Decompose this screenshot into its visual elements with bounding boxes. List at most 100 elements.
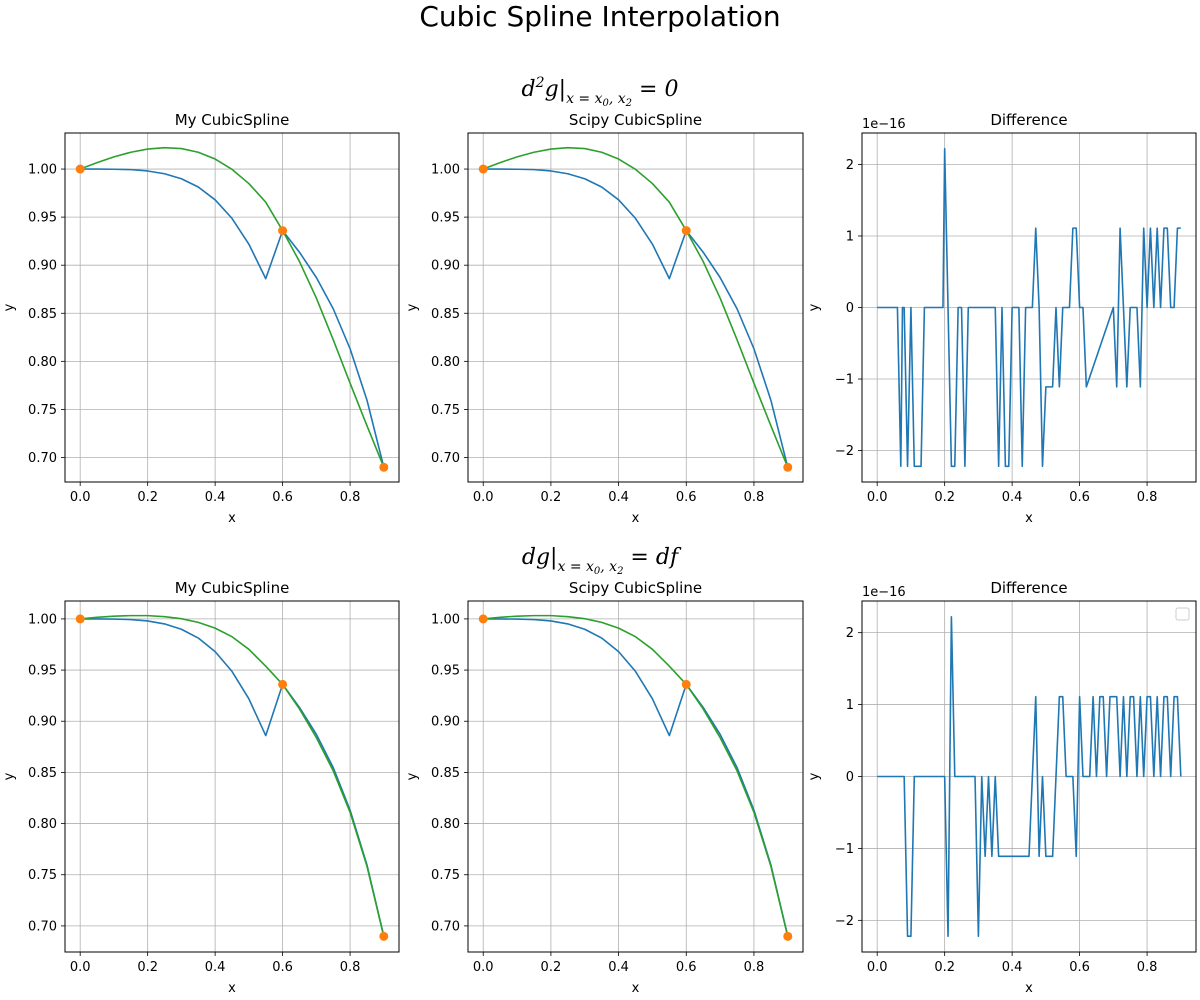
y-tick-label: 0.80 xyxy=(28,355,57,370)
x-tick-label: 0.6 xyxy=(272,490,293,505)
panel-4: 0.0 0.2 0.4 0.6 0.8 0.70 0.75 0.80 0.85 0.90 0.95 1… xyxy=(2,579,400,996)
y-tick-label: 0.90 xyxy=(431,259,460,274)
row-1-title-rest: = 0 xyxy=(632,77,678,102)
y-tick-label: 1 xyxy=(846,229,854,244)
y-tick-label: 0.80 xyxy=(431,355,460,370)
plot-area xyxy=(468,601,803,952)
row-1-title-sub0: 0 xyxy=(602,98,609,109)
row-1-title-sup: 2 xyxy=(535,75,545,91)
x-tick-label: 0.6 xyxy=(1069,960,1090,975)
axes-frame xyxy=(64,600,400,953)
subplot-title: My CubicSpline xyxy=(175,111,290,129)
x-axis-label: x xyxy=(228,511,236,526)
x-tick-label: 0.8 xyxy=(744,490,765,505)
subplot-title: My CubicSpline xyxy=(175,579,290,597)
x-tick-label: 0.2 xyxy=(541,490,562,505)
series-line-green xyxy=(80,614,385,937)
y-tick-label: 1 xyxy=(846,698,854,713)
row-2-title-sub2: 2 xyxy=(616,566,623,577)
x-axis-label: x xyxy=(1025,981,1033,996)
y-tick-label: −2 xyxy=(835,914,854,929)
x-tick-label: 0.4 xyxy=(608,490,629,505)
x-tick-label: 0.8 xyxy=(1137,960,1158,975)
y-axis-label: y xyxy=(807,303,822,311)
panel-3: 0.0 0.2 0.4 0.6 0.8 −2 −1 0 1 2 Difference x y 1e−16 xyxy=(807,111,1197,526)
x-tick-label: 0.8 xyxy=(744,960,765,975)
y-axis-label: y xyxy=(2,772,17,780)
y-tick-label: 0.85 xyxy=(28,307,57,322)
panel-6: 0.0 0.2 0.4 0.6 0.8 −2 −1 0 1 2 Difference x y 1e−16 xyxy=(807,579,1197,996)
panel-1: 0.0 0.2 0.4 0.6 0.8 0.70 0.75 0.80 0.85 0.90 0.95 1… xyxy=(2,111,400,526)
x-tick-label: 0.2 xyxy=(934,960,955,975)
row-2-title-sub-rest: , x xyxy=(600,559,617,575)
figure-title: Cubic Spline Interpolation xyxy=(419,0,780,33)
axes-frame xyxy=(64,132,400,483)
row-1-title-main2: g| xyxy=(545,77,567,102)
y-tick-label: 0.95 xyxy=(431,211,460,226)
data-point xyxy=(75,164,85,174)
data-point xyxy=(478,164,488,174)
x-tick-label: 0.8 xyxy=(1137,490,1158,505)
y-tick-label: 0.85 xyxy=(431,766,460,781)
series-line-green xyxy=(482,146,789,468)
data-point xyxy=(379,931,389,941)
row-title-1: d2g|x = x0, x2 = 0 xyxy=(522,75,679,109)
y-tick-label: −2 xyxy=(835,444,854,459)
y-tick-label: 0.90 xyxy=(28,259,57,274)
data-point xyxy=(783,462,793,472)
axis-offset-text: 1e−16 xyxy=(862,585,906,600)
series-line-blue xyxy=(483,168,789,468)
axis-offset-text: 1e−16 xyxy=(862,117,906,132)
x-tick-label: 0.2 xyxy=(541,960,562,975)
y-tick-label: 0.70 xyxy=(431,451,460,466)
data-point xyxy=(278,679,288,689)
row-2-title-sub0: 0 xyxy=(594,566,601,577)
y-tick-label: 0.75 xyxy=(431,868,460,883)
subplot-title: Scipy CubicSpline xyxy=(569,579,702,597)
y-tick-label: 1.00 xyxy=(28,163,57,178)
data-point xyxy=(681,679,691,689)
x-axis-label: x xyxy=(632,511,640,526)
series-line-blue xyxy=(877,147,1181,468)
y-tick-label: 1.00 xyxy=(431,163,460,178)
data-point xyxy=(783,931,793,941)
series-line-blue xyxy=(877,616,1182,937)
row-2-title-sub: x = x xyxy=(557,559,594,575)
y-axis-label: y xyxy=(2,303,17,311)
data-point xyxy=(681,226,691,236)
y-tick-label: 0.75 xyxy=(28,403,57,418)
y-axis-label: y xyxy=(405,772,420,780)
row-title-2: dg|x = x0, x2 = df xyxy=(522,545,682,577)
y-tick-label: −1 xyxy=(835,842,854,857)
y-tick-label: 0.95 xyxy=(431,664,460,679)
y-tick-label: 0.70 xyxy=(28,919,57,934)
panel-2: 0.0 0.2 0.4 0.6 0.8 0.70 0.75 0.80 0.85 0.90 0.95 1… xyxy=(405,111,804,526)
y-tick-label: 2 xyxy=(846,626,854,641)
x-tick-label: 0.0 xyxy=(473,490,494,505)
x-tick-label: 0.6 xyxy=(676,490,697,505)
y-tick-label: 0.75 xyxy=(28,868,57,883)
x-tick-label: 0.2 xyxy=(934,490,955,505)
row-2-title-rest: = df xyxy=(623,545,682,570)
x-tick-label: 0.6 xyxy=(272,960,293,975)
series-line-blue xyxy=(80,168,385,468)
x-tick-label: 0.6 xyxy=(676,960,697,975)
x-tick-label: 0.0 xyxy=(473,960,494,975)
x-tick-label: 0.8 xyxy=(340,960,361,975)
data-point xyxy=(478,614,488,624)
plot-area xyxy=(65,601,399,952)
axes-frame xyxy=(467,600,804,953)
plot-area xyxy=(468,133,803,482)
x-axis-label: x xyxy=(228,981,236,996)
subplot-title: Difference xyxy=(990,579,1067,597)
y-tick-label: 2 xyxy=(846,158,854,173)
y-axis-label: y xyxy=(807,772,822,780)
row-1-title-sub: x = x xyxy=(566,91,603,107)
plot-area xyxy=(65,133,399,482)
subplot-title: Scipy CubicSpline xyxy=(569,111,702,129)
x-tick-label: 0.4 xyxy=(1002,490,1023,505)
y-tick-label: 0.80 xyxy=(431,817,460,832)
row-1-title-sub2: 2 xyxy=(625,98,632,109)
series-line-blue xyxy=(80,618,385,937)
